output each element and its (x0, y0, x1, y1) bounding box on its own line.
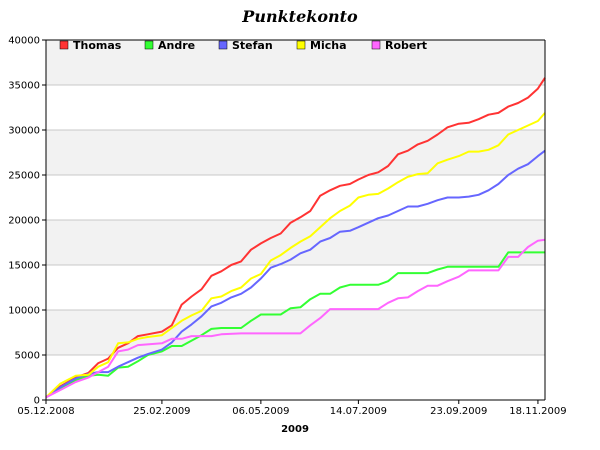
y-tick-label: 30000 (8, 126, 40, 137)
series-line-micha (45, 112, 546, 399)
y-tick-label: 20000 (8, 216, 40, 227)
series-lines (45, 77, 546, 399)
x-tick-labels: 05.12.2008 25.02.2009 06.05.2009 14.07.2009… (17, 400, 567, 417)
x-tick-label: 23.09.2009 (430, 406, 487, 417)
series-line-robert (45, 238, 546, 399)
background-band (46, 130, 545, 175)
y-tick-label: 40000 (8, 36, 40, 47)
y-tick-label: 0 (34, 396, 40, 407)
legend-swatch-andre (144, 40, 154, 50)
series-line-thomas (45, 77, 546, 399)
legend-swatch-robert (371, 40, 381, 50)
legend-label-stefan: Stefan (232, 39, 273, 52)
y-tick-labels: 0 5000 10000 15000 20000 25000 30000 35000 40000 (8, 36, 46, 407)
background-band (46, 175, 545, 220)
legend-swatch-thomas (59, 40, 69, 50)
y-tick-label: 5000 (15, 351, 40, 362)
legend: Thomas Andre Stefan Micha Robert (59, 39, 427, 52)
background-band (46, 40, 545, 85)
background-band (46, 265, 545, 310)
x-tick-label: 05.12.2008 (17, 406, 74, 417)
y-tick-label: 35000 (8, 81, 40, 92)
series-line-andre (45, 251, 545, 399)
chart-title: Punktekonto (241, 7, 358, 26)
background-band (46, 220, 545, 265)
axes (45, 39, 546, 401)
x-tick-label: 14.07.2009 (330, 406, 387, 417)
legend-label-andre: Andre (158, 39, 195, 52)
background-band (46, 355, 545, 400)
series-line-stefan (45, 149, 546, 399)
legend-swatch-micha (296, 40, 306, 50)
y-tick-label: 25000 (8, 171, 40, 182)
legend-swatch-stefan (218, 40, 228, 50)
legend-label-micha: Micha (310, 39, 347, 52)
x-axis-title: 2009 (281, 424, 309, 435)
x-tick-label: 25.02.2009 (133, 406, 190, 417)
x-tick-label: 18.11.2009 (509, 406, 566, 417)
legend-label-thomas: Thomas (73, 39, 122, 52)
legend-label-robert: Robert (385, 39, 427, 52)
y-tick-label: 10000 (8, 306, 40, 317)
y-tick-label: 15000 (8, 261, 40, 272)
x-tick-label: 06.05.2009 (232, 406, 289, 417)
